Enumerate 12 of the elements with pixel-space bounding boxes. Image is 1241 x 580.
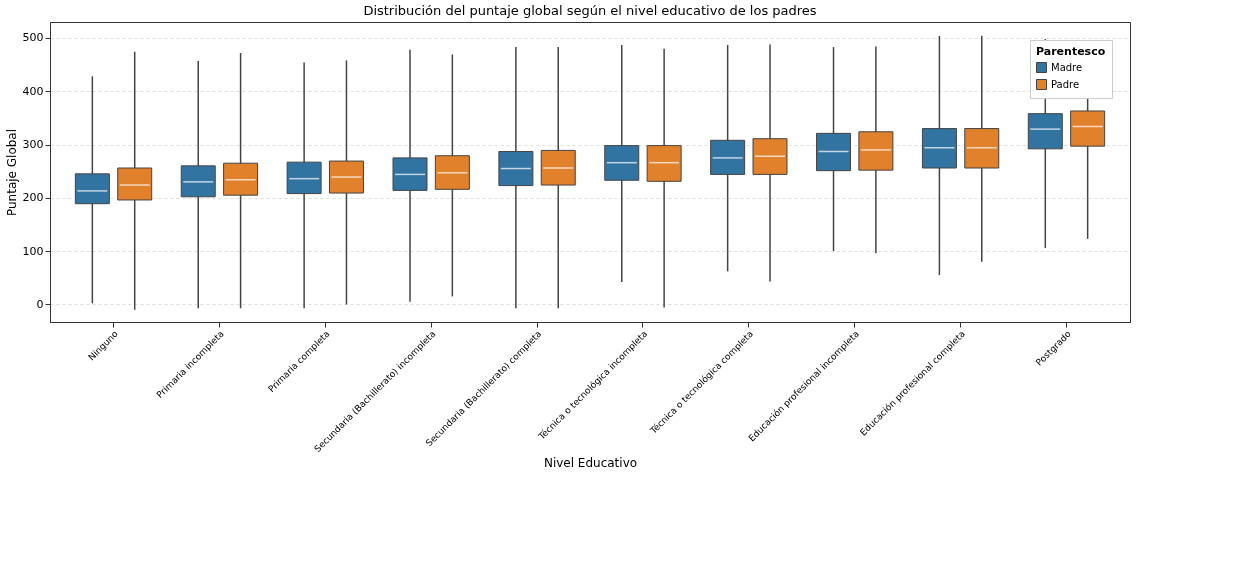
- chart-title: Distribución del puntaje global según el nivel educativo de los padres: [363, 3, 817, 18]
- y-axis-title: Puntaje Global: [4, 128, 19, 217]
- y-tick-label: 200: [22, 191, 44, 205]
- legend-title: Parentesco: [1036, 45, 1106, 58]
- y-tick-label: 300: [22, 138, 44, 152]
- legend-label: Madre: [1051, 61, 1083, 73]
- y-tick-label: 500: [22, 31, 44, 45]
- legend-label: Padre: [1051, 78, 1080, 90]
- x-axis-title: Nivel Educativo: [543, 456, 638, 471]
- y-tick-label: 0: [36, 297, 44, 311]
- y-tick-label: 100: [22, 244, 44, 258]
- y-tick-label: 400: [22, 84, 44, 98]
